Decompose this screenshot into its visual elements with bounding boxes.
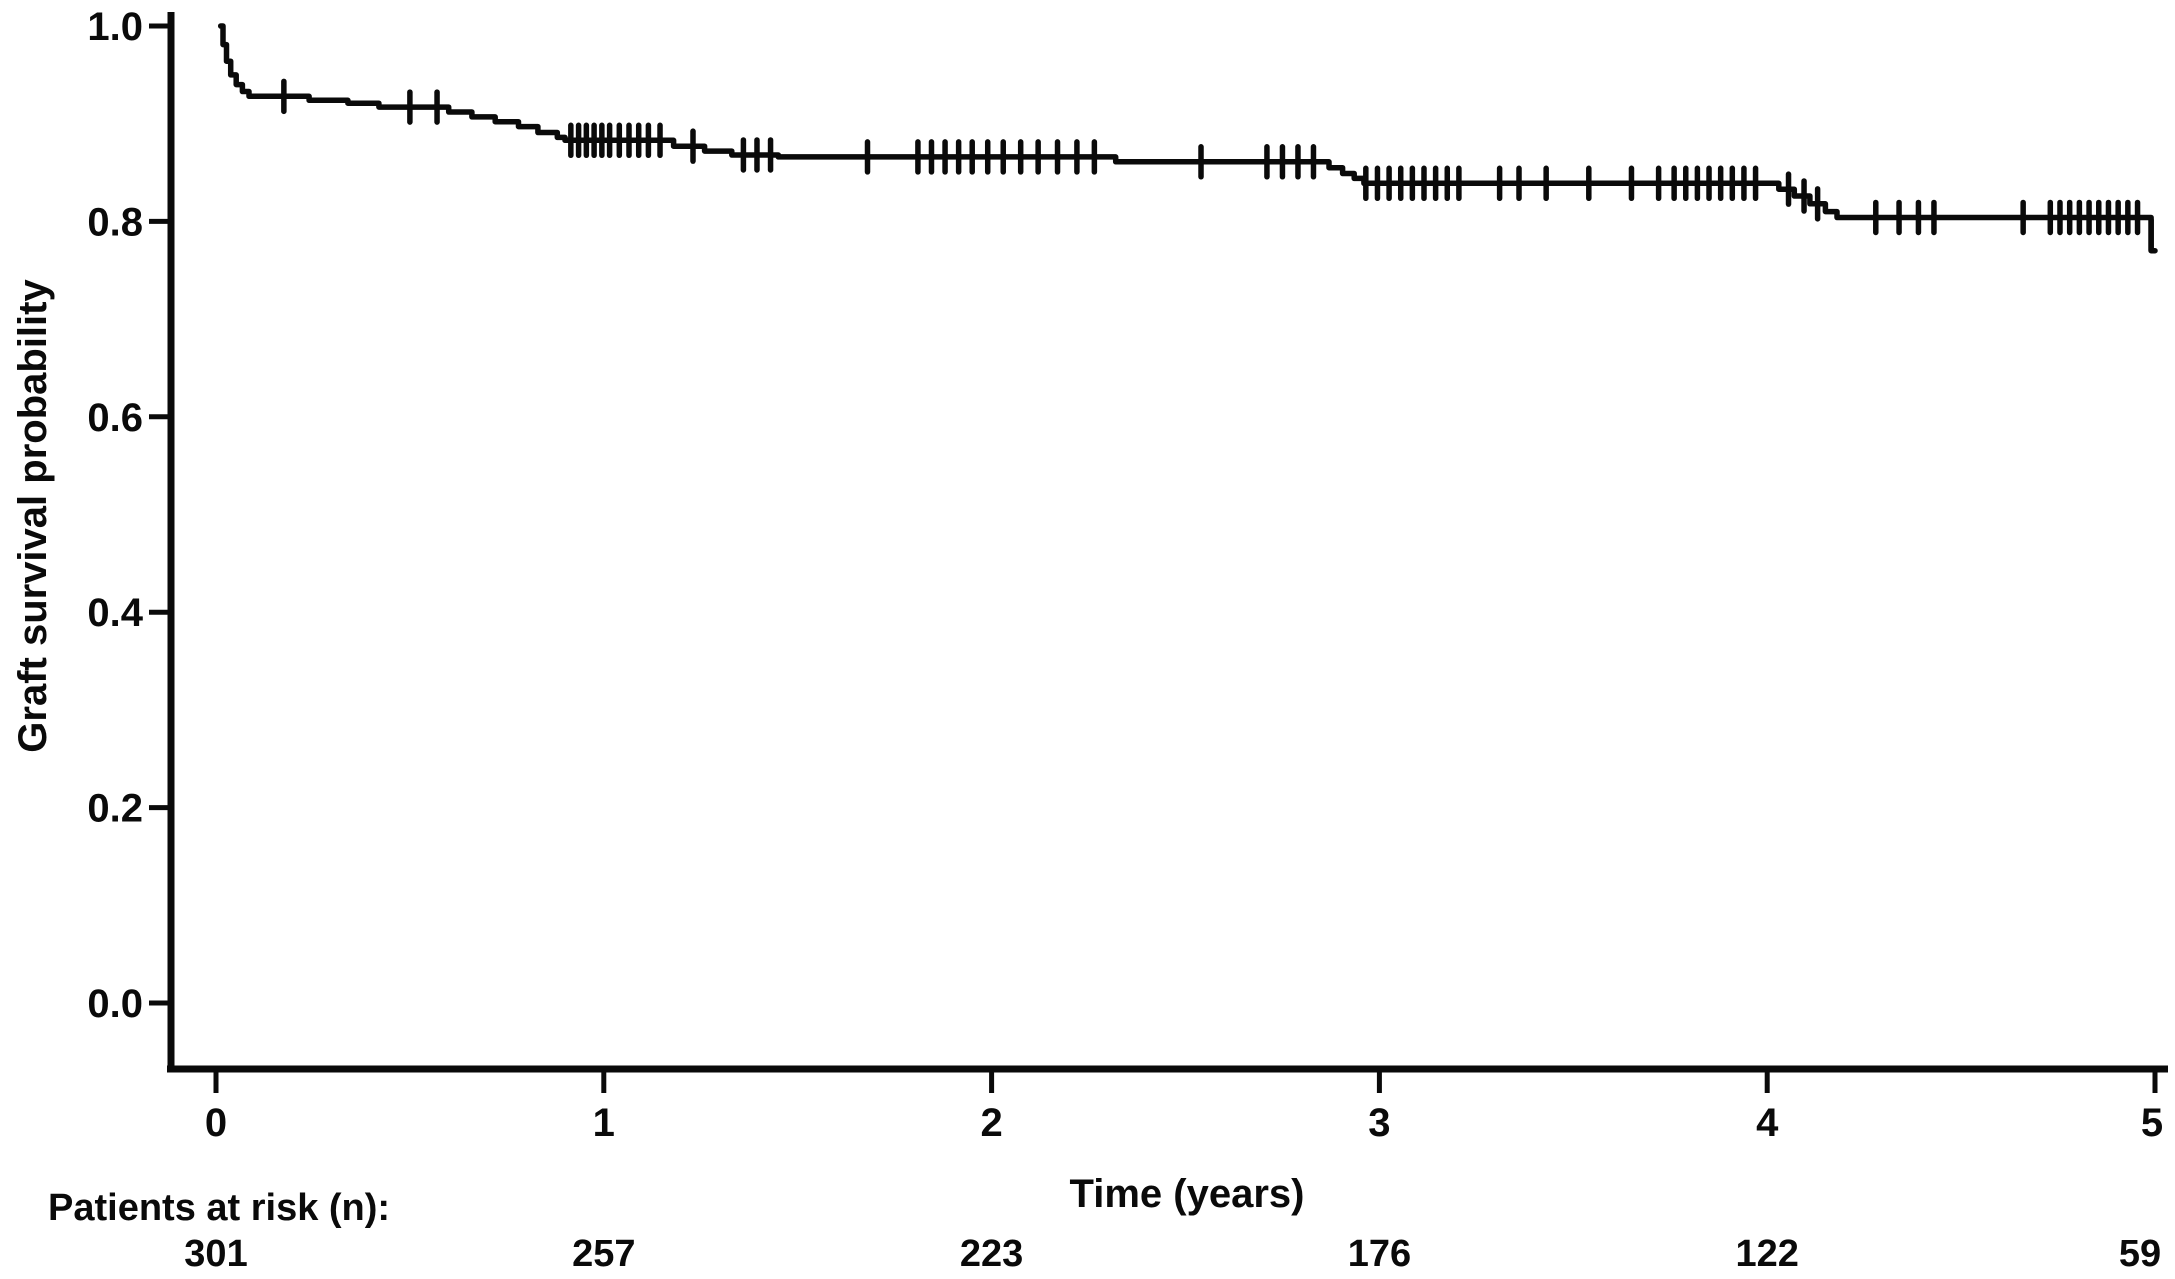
risk-count: 257 [572,1233,635,1275]
risk-count: 301 [184,1233,247,1275]
x-tick-label: 1 [593,1101,615,1145]
y-tick-label: 0.2 [87,787,143,831]
axis-lines [167,12,2168,1073]
survival-curve-group [217,23,2158,254]
x-tick-label: 5 [2141,1101,2163,1145]
x-tick-label: 4 [1756,1101,1779,1145]
axis-ticks: 1.0 0.8 0.6 0.4 0.2 0.0 0 1 2 3 4 5 [87,5,2163,1145]
risk-count: 59 [2119,1233,2161,1275]
risk-count: 223 [960,1233,1023,1275]
y-tick-label: 0.4 [87,591,143,635]
patients-at-risk-row: 301 257 223 176 122 59 [184,1233,2161,1275]
y-tick-label: 1.0 [87,5,143,49]
axes [167,12,2168,1073]
y-tick-label: 0.0 [87,982,143,1026]
x-tick-label: 2 [980,1101,1002,1145]
risk-count: 176 [1348,1233,1411,1275]
x-axis-title: Time (years) [1070,1172,1305,1216]
risk-count: 122 [1735,1233,1798,1275]
y-axis-title: Graft survival probability [11,279,55,753]
x-tick-label: 3 [1368,1101,1390,1145]
x-tick-label: 0 [205,1101,227,1145]
censor-marks-group [281,78,2154,253]
y-tick-label: 0.8 [87,200,143,244]
survival-curve [217,23,2158,254]
y-tick-label: 0.6 [87,396,143,440]
patients-at-risk-label: Patients at risk (n): [48,1187,390,1229]
